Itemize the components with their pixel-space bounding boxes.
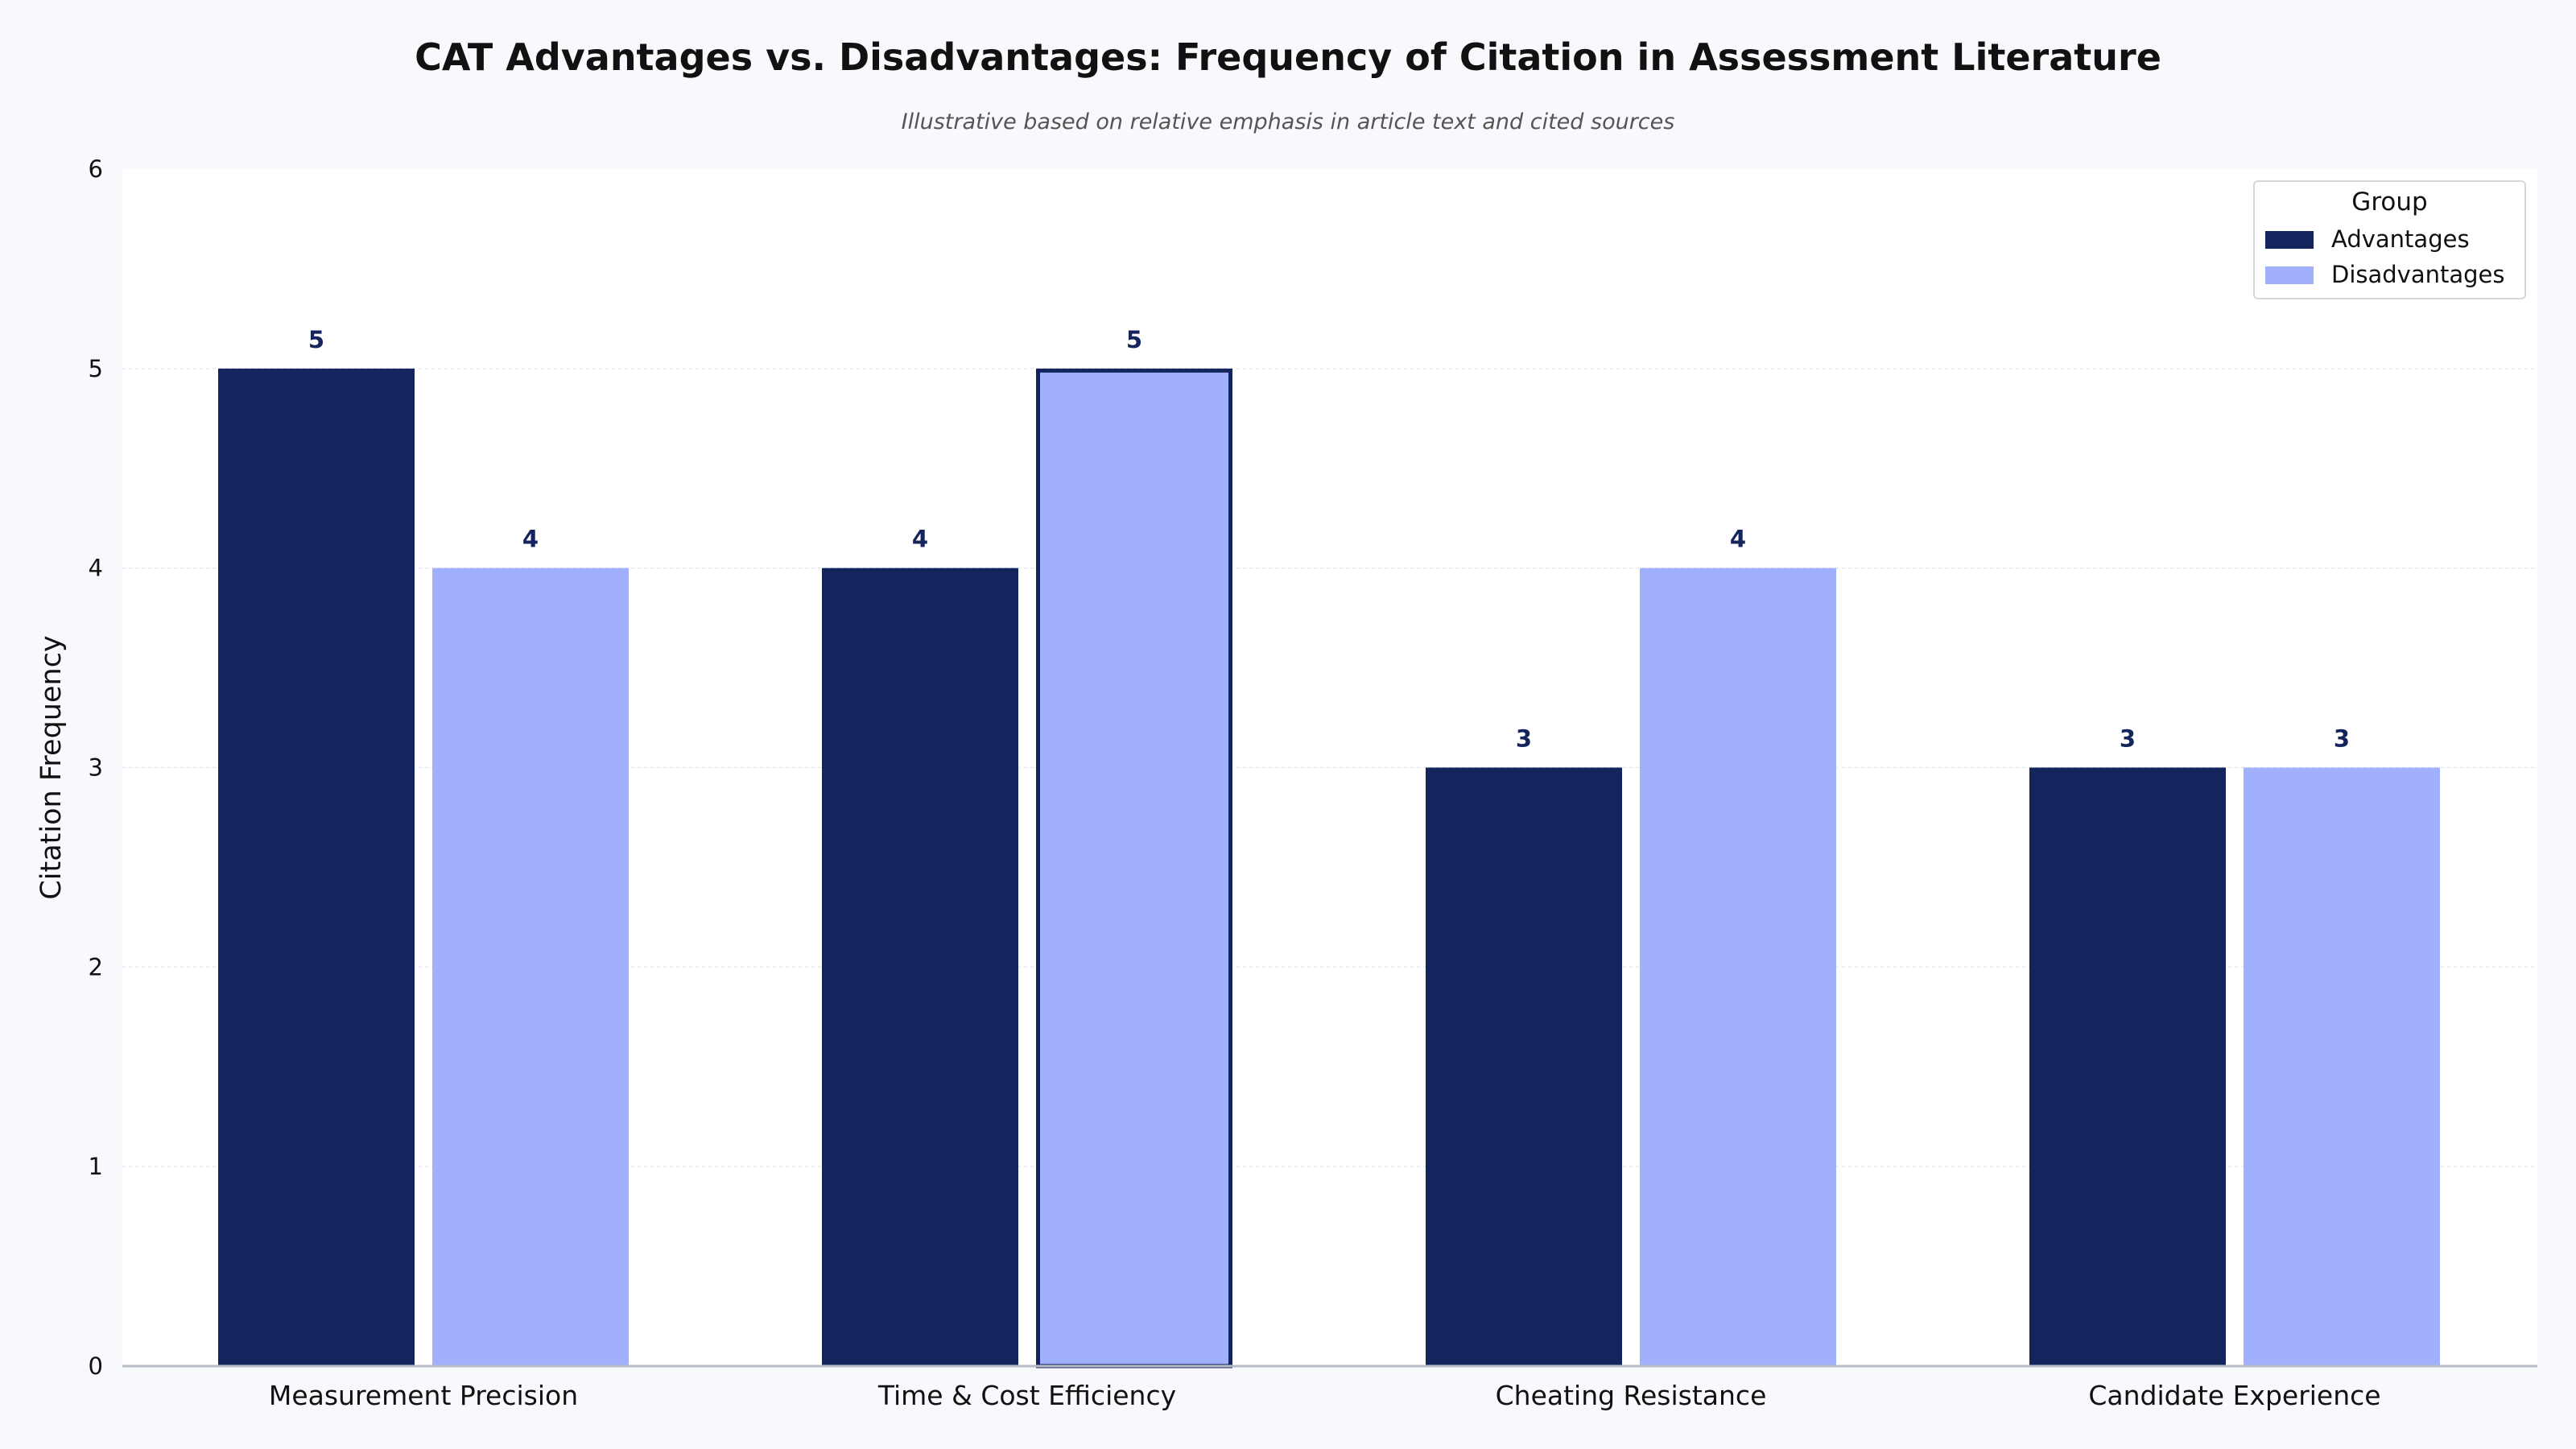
legend-label-advantages: Advantages: [2331, 225, 2470, 253]
value-label: 4: [1730, 526, 1746, 553]
y-tick-label: 4: [89, 555, 103, 582]
bars: [218, 368, 2440, 1368]
chart-title: CAT Advantages vs. Disadvantages: Freque…: [415, 35, 2161, 79]
x-tick-label: Measurement Precision: [269, 1380, 578, 1411]
legend-title: Group: [2351, 188, 2427, 217]
value-label: 4: [522, 526, 539, 553]
bar-advantages-1: [218, 368, 415, 1366]
bar-disadvantages-1: [432, 568, 629, 1366]
y-tick-label: 2: [89, 953, 103, 980]
x-tick-label: Time & Cost Efficiency: [877, 1380, 1176, 1411]
bar-disadvantages-2: [1036, 368, 1232, 1368]
bar-advantages-3: [1426, 767, 1622, 1366]
y-tick-label: 0: [89, 1352, 103, 1380]
value-label: 3: [1516, 725, 1532, 753]
x-tick-label: Candidate Experience: [2088, 1380, 2380, 1411]
legend-box: [2253, 180, 2526, 299]
value-label: 5: [308, 326, 324, 353]
legend-swatch-advantages: [2265, 231, 2314, 249]
chart-subtitle: Illustrative based on relative emphasis …: [902, 109, 1675, 134]
legend-swatch-disadvantages: [2265, 266, 2314, 284]
y-tick-label: 1: [89, 1153, 103, 1180]
legend-label-disadvantages: Disadvantages: [2331, 261, 2505, 288]
value-labels: 5 4 4 5 3 4 3 3: [308, 326, 2350, 753]
y-axis-label: Citation Frequency: [35, 635, 68, 899]
x-tick-label: Cheating Resistance: [1496, 1380, 1767, 1411]
legend: Group Advantages Disadvantages: [2253, 180, 2526, 299]
bar-advantages-2: [822, 568, 1018, 1366]
y-tick-label: 6: [89, 155, 103, 183]
bar-disadvantages-3: [1640, 568, 1836, 1366]
value-label: 4: [912, 526, 928, 553]
y-tick-label: 5: [89, 355, 103, 382]
value-label: 3: [2120, 725, 2136, 753]
axes: 0 1 2 3 4 5 6 Measurement Precision Time & Cost …: [89, 155, 2537, 1411]
bar-disadvantages-4: [2244, 767, 2440, 1366]
value-label: 3: [2334, 725, 2350, 753]
bar-advantages-4: [2029, 767, 2226, 1366]
value-label: 5: [1126, 326, 1142, 353]
y-tick-label: 3: [89, 754, 103, 782]
